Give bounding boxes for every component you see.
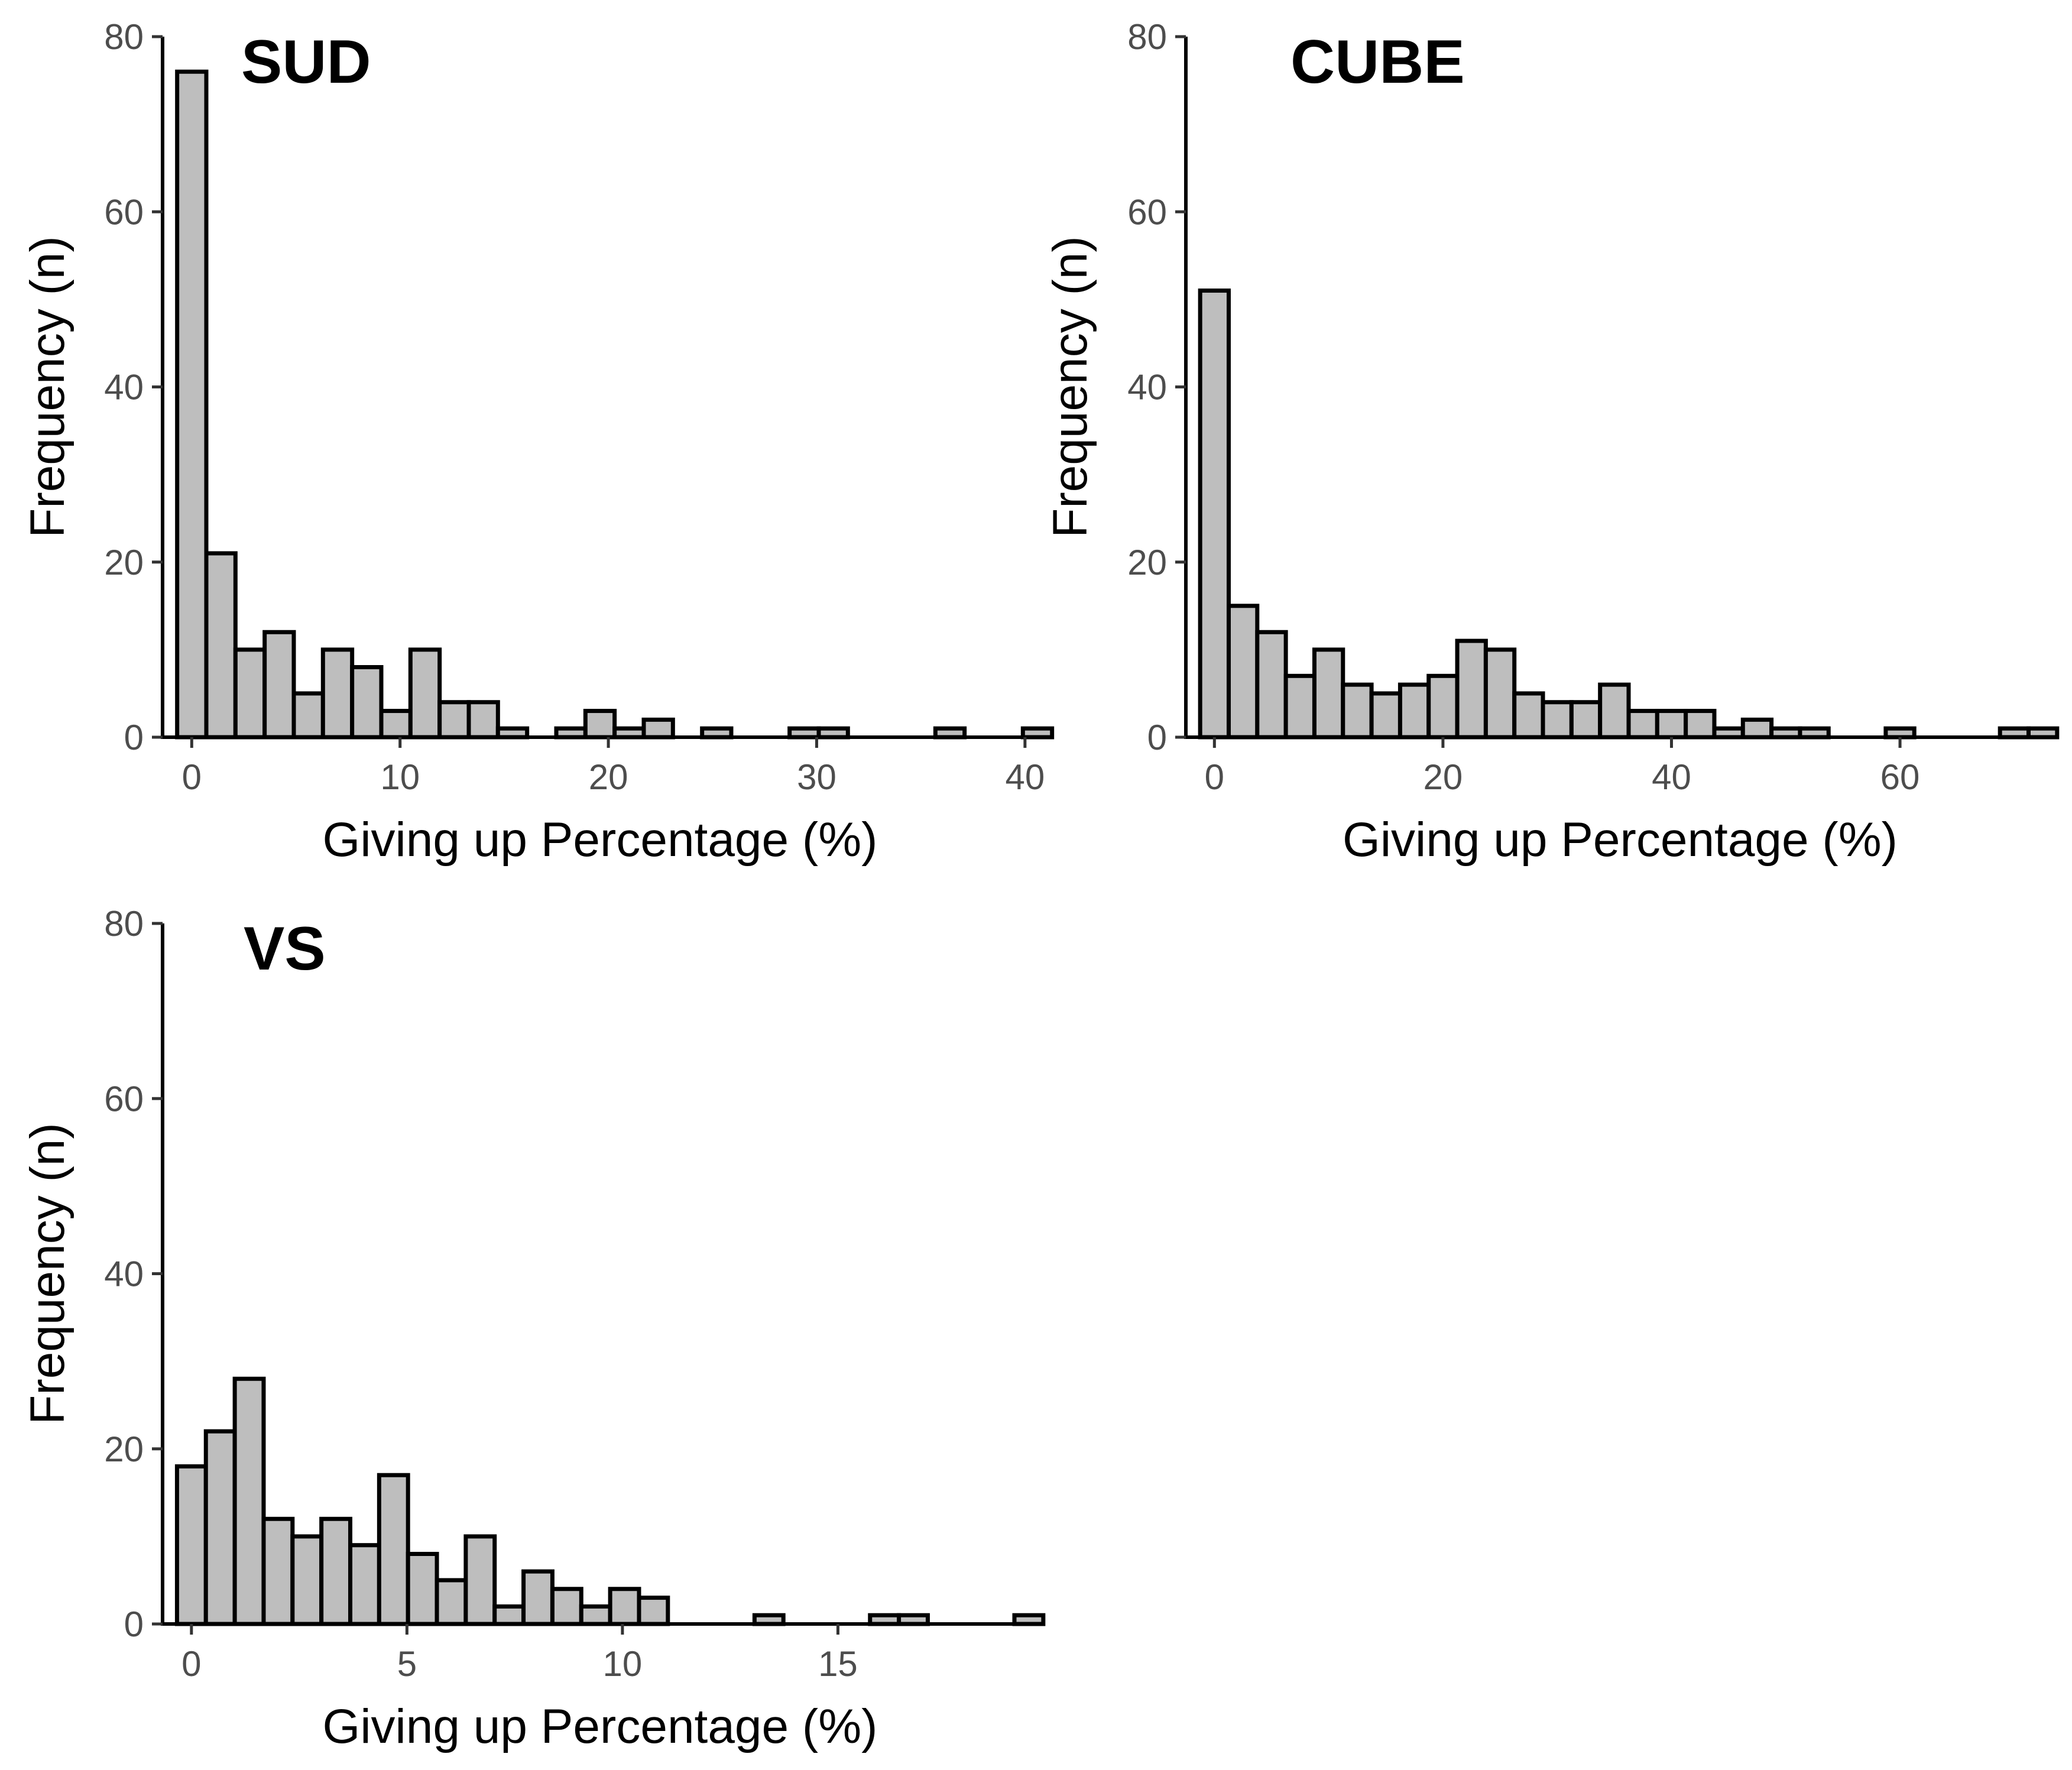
histogram-bar bbox=[1455, 638, 1488, 740]
histogram-bar bbox=[379, 709, 413, 740]
x-tick-label: 40 bbox=[1652, 757, 1691, 797]
y-axis-title: Frequency (n) bbox=[1043, 236, 1097, 537]
histogram-bar bbox=[1626, 709, 1659, 740]
y-tick-label: 0 bbox=[124, 1604, 144, 1644]
x-tick-label: 5 bbox=[397, 1644, 417, 1684]
y-tick-label: 20 bbox=[104, 543, 144, 582]
histogram-bar bbox=[466, 700, 500, 740]
histogram-bar bbox=[290, 1534, 324, 1626]
y-axis-title: Frequency (n) bbox=[21, 236, 74, 537]
x-tick-label: 15 bbox=[818, 1644, 858, 1684]
y-tick-label: 80 bbox=[104, 17, 144, 57]
histogram-bar bbox=[175, 69, 209, 740]
histogram-bar bbox=[579, 1604, 612, 1626]
histogram-bar bbox=[492, 1604, 526, 1626]
histogram-bar bbox=[1512, 691, 1545, 740]
histogram-bar bbox=[608, 1587, 641, 1626]
histogram-bar bbox=[583, 709, 617, 740]
histogram-bar bbox=[1598, 682, 1631, 740]
x-axis-title: Giving up Percentage (%) bbox=[323, 1700, 878, 1753]
histogram-bar bbox=[348, 1543, 381, 1626]
panel-vs: 0 20 40 60 80 0 5 10 15 Giving up Percentage (%) F… bbox=[21, 904, 1046, 1753]
x-tick-label: 20 bbox=[1424, 757, 1463, 797]
histogram-bar bbox=[350, 665, 384, 740]
histogram-bar bbox=[291, 691, 325, 740]
histogram-bar bbox=[437, 700, 471, 740]
histogram-bar bbox=[1283, 673, 1317, 740]
panel-title: CUBE bbox=[1290, 28, 1465, 96]
y-tick-label: 80 bbox=[104, 904, 144, 944]
histogram-bar bbox=[408, 647, 442, 740]
y-axis-title: Frequency (n) bbox=[21, 1123, 74, 1424]
histogram-bar bbox=[204, 551, 238, 740]
x-axis-title: Giving up Percentage (%) bbox=[323, 813, 878, 867]
y-tick-label: 0 bbox=[124, 718, 144, 757]
histogram-bar bbox=[377, 1473, 410, 1626]
y-tick-label: 40 bbox=[1127, 368, 1167, 407]
histogram-bar bbox=[1740, 717, 1774, 740]
histogram-bar bbox=[1655, 709, 1688, 740]
histogram-bar bbox=[637, 1596, 670, 1626]
histogram-bar bbox=[1541, 700, 1574, 740]
y-tick-label: 80 bbox=[1127, 17, 1167, 57]
histogram-bar bbox=[232, 1376, 266, 1626]
y-tick-label: 60 bbox=[104, 1079, 144, 1119]
histogram-bar bbox=[1426, 673, 1460, 740]
histogram-bar bbox=[406, 1552, 439, 1626]
y-tick-label: 60 bbox=[1127, 192, 1167, 232]
x-tick-label: 10 bbox=[603, 1644, 643, 1684]
histogram-bar bbox=[1569, 700, 1603, 740]
histogram-bar bbox=[319, 1516, 353, 1626]
y-tick-label: 40 bbox=[104, 368, 144, 407]
y-tick-label: 60 bbox=[104, 192, 144, 232]
x-tick-label: 0 bbox=[1205, 757, 1224, 797]
histogram-bar bbox=[320, 647, 355, 740]
histogram-bar bbox=[434, 1578, 468, 1626]
x-tick-label: 10 bbox=[380, 757, 420, 797]
histogram-bar bbox=[233, 647, 267, 740]
x-axis-title: Giving up Percentage (%) bbox=[1343, 813, 1898, 867]
x-tick-label: 20 bbox=[589, 757, 628, 797]
histogram-bar bbox=[261, 1516, 295, 1626]
histogram-bar bbox=[1483, 647, 1517, 740]
x-tick-label: 60 bbox=[1880, 757, 1920, 797]
histogram-bar bbox=[463, 1534, 497, 1626]
histogram-bar bbox=[1255, 630, 1288, 740]
histogram-bar bbox=[262, 630, 296, 740]
histogram-bar bbox=[1312, 647, 1345, 740]
panel-sud: 0 20 40 60 80 0 10 20 30 40 Giving up Percentage (… bbox=[21, 17, 1055, 867]
histogram-bar bbox=[1198, 288, 1231, 740]
panel-title: VS bbox=[244, 915, 326, 983]
x-tick-label: 0 bbox=[182, 757, 202, 797]
histogram-bar bbox=[203, 1429, 237, 1626]
histogram-bar bbox=[1397, 682, 1431, 740]
y-tick-label: 0 bbox=[1147, 718, 1167, 757]
histogram-bar bbox=[1369, 691, 1402, 740]
bars bbox=[174, 1376, 1046, 1626]
x-tick-label: 30 bbox=[797, 757, 836, 797]
y-tick-label: 20 bbox=[104, 1429, 144, 1469]
bars bbox=[1198, 288, 2060, 740]
y-tick-label: 40 bbox=[104, 1254, 144, 1294]
bars bbox=[175, 69, 1055, 740]
histogram-bar bbox=[1684, 709, 1717, 740]
histogram-bar bbox=[1341, 682, 1374, 740]
panel-title: SUD bbox=[241, 28, 371, 96]
x-tick-label: 40 bbox=[1005, 757, 1045, 797]
panel-cube: 0 20 40 60 80 0 20 40 60 Giving up Percentage (%)… bbox=[1043, 17, 2060, 867]
histogram-bar bbox=[550, 1587, 583, 1626]
histogram-bar bbox=[521, 1569, 555, 1626]
histogram-bar bbox=[641, 717, 675, 740]
x-tick-label: 0 bbox=[181, 1644, 201, 1684]
histogram-bar bbox=[174, 1464, 208, 1626]
y-tick-label: 20 bbox=[1127, 543, 1167, 582]
histogram-bar bbox=[1226, 604, 1260, 740]
